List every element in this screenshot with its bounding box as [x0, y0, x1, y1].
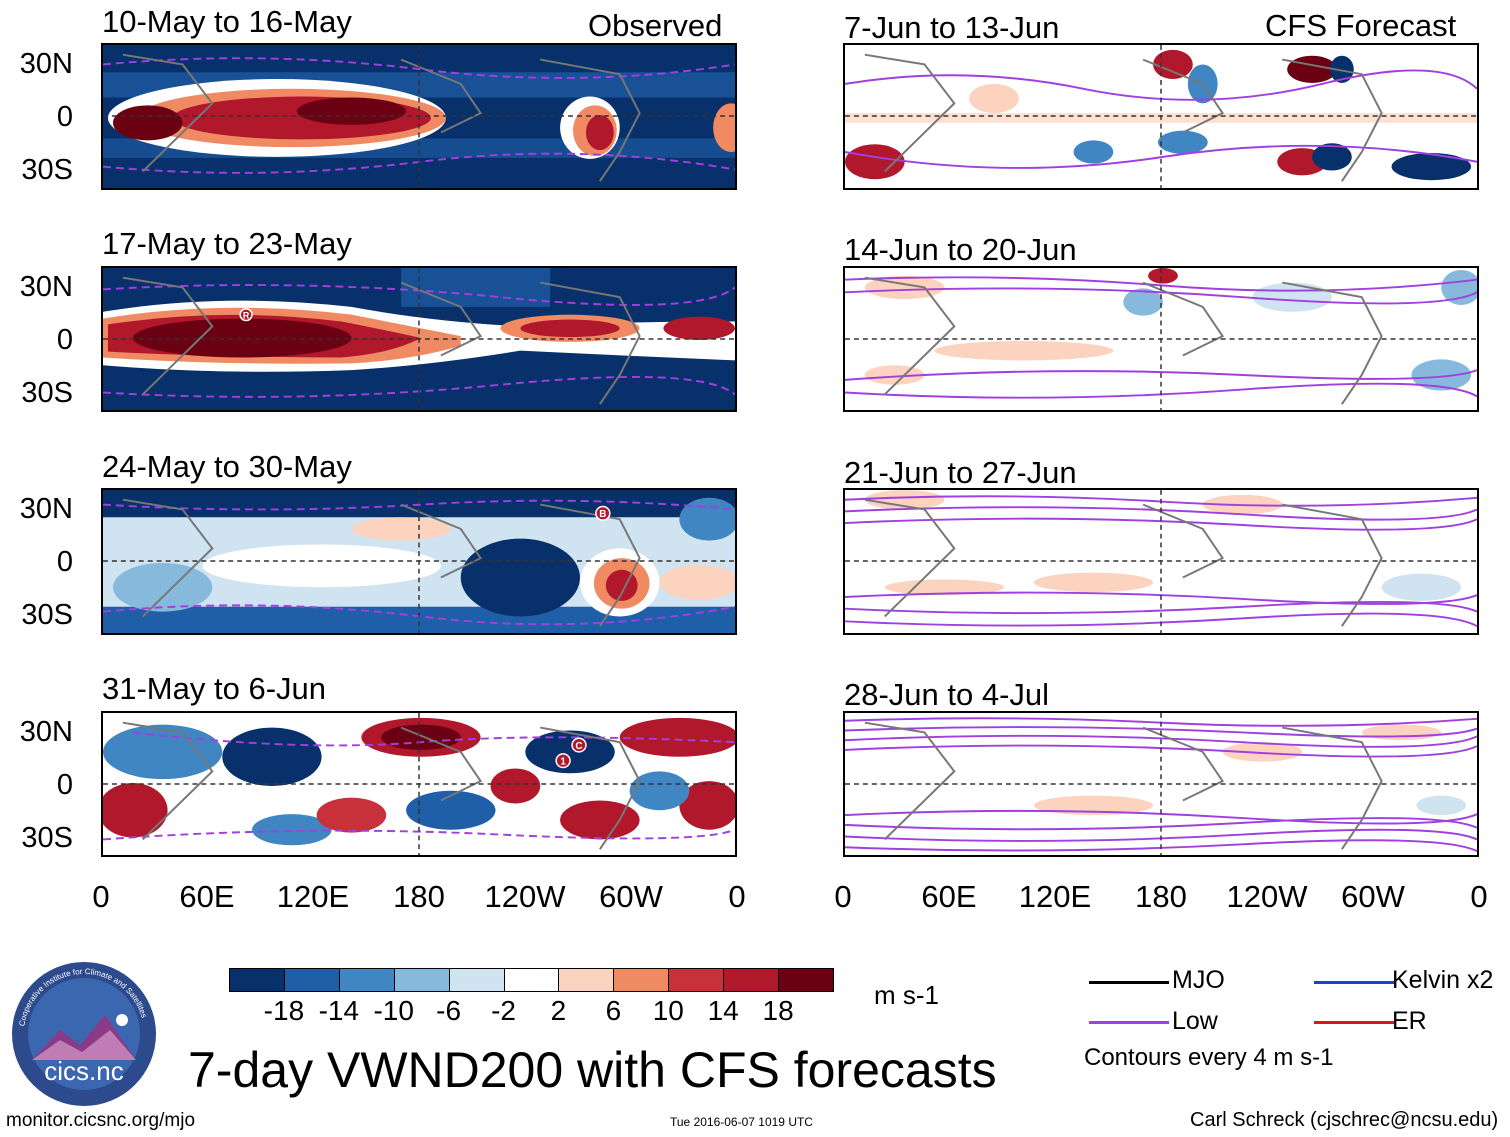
y-axis-label: 30S [21, 599, 73, 631]
y-axis-label: 30N [19, 271, 73, 303]
x-axis-label: 0 [834, 879, 852, 914]
colorbar-swatch [778, 968, 834, 992]
observed-map-panel-1 [101, 43, 737, 190]
storm-marker-1: 1 [560, 757, 566, 768]
storm-marker-b: B [599, 509, 606, 520]
forecast-map-panel-4 [843, 711, 1479, 857]
colorbar-label: -6 [436, 995, 462, 1026]
main-title: 7-day VWND200 with CFS forecasts [188, 1042, 997, 1098]
x-axis-label: 120W [1226, 879, 1308, 914]
storm-marker-c: C [575, 741, 582, 752]
y-axis-label: 0 [56, 324, 73, 356]
colorbar-swatch [283, 968, 340, 992]
colorbar-label: 14 [707, 995, 739, 1026]
observed-map-panel-2: R [101, 266, 737, 412]
legend-mjo-line [1089, 981, 1169, 984]
x-axis-label: 120W [484, 879, 566, 914]
x-axis-label: 60E [921, 879, 977, 914]
colorbar-swatch [393, 968, 450, 992]
y-axis-label: 30N [19, 493, 73, 525]
forecast-panel-3-title: 21-Jun to 27-Jun [844, 455, 1077, 490]
observed-panel-3-title: 24-May to 30-May [102, 449, 352, 484]
forecast-map-panel-3 [843, 488, 1479, 635]
y-axis-label: 0 [56, 769, 73, 801]
observed-panel-2-title: 17-May to 23-May [102, 226, 352, 261]
source-url[interactable]: monitor.cicsnc.org/mjo [6, 1110, 196, 1131]
forecast-map-panel-2 [843, 266, 1479, 412]
contour-note: Contours every 4 m s-1 [1084, 1044, 1334, 1071]
colorbar-label: -2 [491, 995, 516, 1026]
observed-panel-1-title: 10-May to 16-May [102, 4, 352, 39]
x-axis-label: 120E [276, 879, 350, 914]
y-axis-label: 30N [19, 48, 73, 80]
colorbar-label: 2 [550, 995, 567, 1026]
y-axis-label: 0 [56, 546, 73, 578]
forecast-label: CFS Forecast [1265, 8, 1457, 43]
forecast-panel-2-title: 14-Jun to 20-Jun [844, 232, 1077, 267]
legend-low-label: Low [1172, 1007, 1218, 1035]
x-axis-label: 60W [599, 879, 663, 914]
forecast-panel-1-title: 7-Jun to 13-Jun [844, 10, 1060, 45]
x-axis-label: 0 [92, 879, 110, 914]
colorbar-label: 10 [652, 995, 684, 1026]
x-axis-label: 180 [1135, 879, 1187, 914]
credit[interactable]: Carl Schreck (cjschrec@ncsu.edu) [1190, 1109, 1499, 1131]
colorbar-label: -10 [373, 995, 414, 1026]
colorbar-swatch [558, 968, 615, 992]
observed-panel-4-title: 31-May to 6-Jun [102, 671, 326, 706]
legend-er-line [1314, 1021, 1394, 1024]
x-axis-label: 60W [1341, 879, 1405, 914]
colorbar-swatch [723, 968, 780, 992]
legend-kelvin-line [1314, 981, 1394, 984]
x-axis-label: 180 [393, 879, 445, 914]
y-axis-label: 30S [21, 822, 73, 854]
y-axis-label: 0 [56, 101, 73, 133]
logo-text: cics.nc [44, 1056, 123, 1086]
y-axis-label: 30S [21, 377, 73, 409]
colorbar-label: 18 [762, 995, 794, 1026]
colorbar-swatch [448, 968, 505, 992]
colorbar-label: -14 [318, 995, 360, 1026]
x-axis-label: 120E [1018, 879, 1092, 914]
timestamp: Tue 2016-06-07 1019 UTC [670, 1115, 813, 1129]
colorbar-units: m s-1 [874, 980, 939, 1010]
colorbar-label: 6 [605, 995, 622, 1026]
x-axis-label: 0 [1470, 879, 1488, 914]
legend-er-label: ER [1392, 1007, 1427, 1035]
y-axis-label: 30N [19, 716, 73, 748]
colorbar-swatch [668, 968, 725, 992]
observed-label: Observed [588, 8, 723, 43]
forecast-panel-4-title: 28-Jun to 4-Jul [844, 677, 1050, 712]
observed-map-panel-3: B [101, 488, 737, 635]
legend-mjo-label: MJO [1172, 966, 1225, 994]
y-axis-label: 30S [21, 154, 73, 186]
x-axis-label: 0 [728, 879, 746, 914]
colorbar-swatch [338, 968, 395, 992]
storm-marker-r: R [243, 311, 250, 321]
legend-kelvin-label: Kelvin x2 [1392, 966, 1494, 994]
colorbar-swatch [503, 968, 560, 992]
colorbar-label: -18 [263, 995, 305, 1026]
forecast-map-panel-1 [843, 43, 1479, 190]
x-axis-label: 60E [179, 879, 235, 914]
colorbar-swatch [229, 968, 285, 992]
observed-map-panel-4: 1 C [101, 711, 737, 857]
cics-logo: cics.nc Cooperative Institute for Climat… [10, 960, 158, 1108]
legend-low-line [1089, 1021, 1169, 1024]
colorbar-swatch [613, 968, 670, 992]
